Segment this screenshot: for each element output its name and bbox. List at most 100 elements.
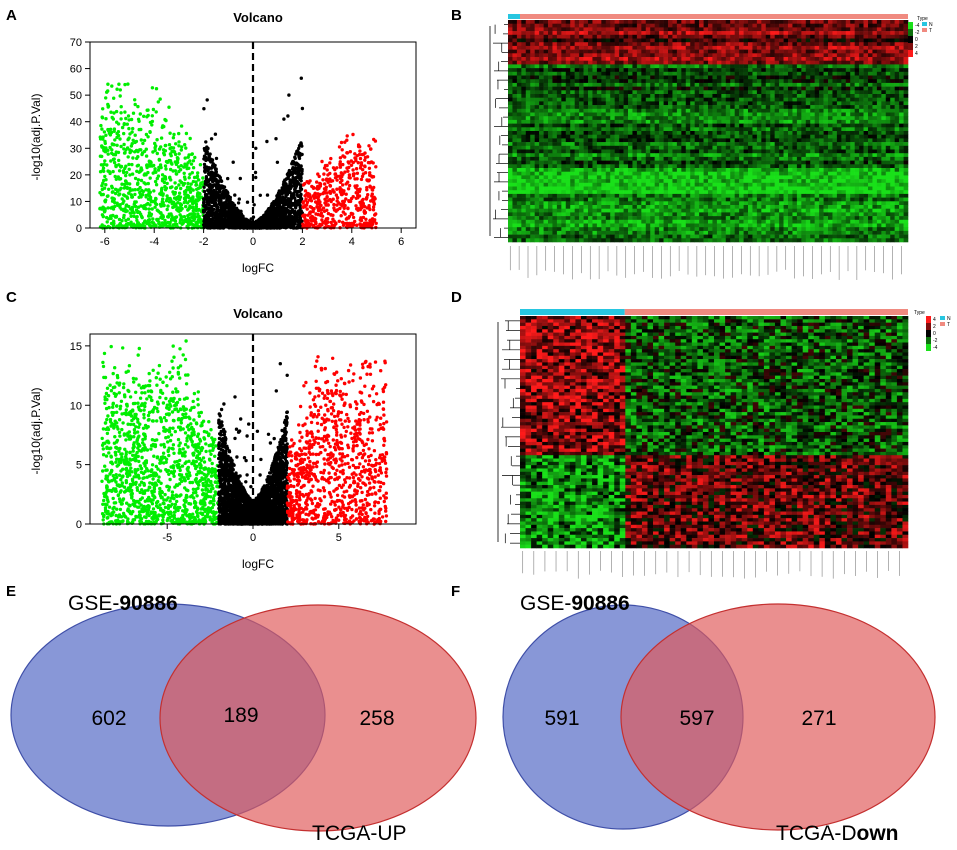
- volcano-a-point-down: [150, 213, 153, 216]
- volcano-a-point-up: [325, 195, 328, 198]
- volcano-c-point-down: [161, 519, 164, 522]
- volcano-c-point-down: [207, 434, 210, 437]
- volcano-a-point-down: [164, 144, 167, 147]
- volcano-a-point-not-significant: [254, 176, 257, 179]
- volcano-a-point-not-significant: [296, 175, 299, 178]
- volcano-c-point-down: [201, 512, 204, 515]
- volcano-a-point-down: [195, 203, 198, 206]
- volcano-a-point-up: [366, 179, 369, 182]
- volcano-a-point-not-significant: [299, 195, 302, 198]
- volcano-a-point-not-significant: [285, 215, 288, 218]
- volcano-c-point-down: [179, 469, 182, 472]
- volcano-a-points: [98, 77, 378, 230]
- volcano-a-point-not-significant: [270, 214, 273, 217]
- volcano-a-point-down: [115, 132, 118, 135]
- volcano-c-point-down: [174, 387, 177, 390]
- volcano-c-point-down: [115, 476, 118, 479]
- volcano-a-point-down: [167, 106, 170, 109]
- volcano-c-point-down: [155, 419, 158, 422]
- volcano-a-point-down: [110, 131, 113, 134]
- volcano-a-point-down: [121, 197, 124, 200]
- volcano-a-point-up: [372, 175, 375, 178]
- volcano-a-point-up: [341, 183, 344, 186]
- volcano-c-point-down: [104, 421, 107, 424]
- volcano-a-point-down: [119, 177, 122, 180]
- volcano-a-point-up: [350, 164, 353, 167]
- volcano-a-point-down: [142, 190, 145, 193]
- volcano-c-point-down: [155, 376, 158, 379]
- volcano-a-point-down: [150, 224, 153, 227]
- volcano-a-point-not-significant: [286, 197, 289, 200]
- volcano-a-point-not-significant: [204, 221, 207, 224]
- volcano-a-point-down: [143, 173, 146, 176]
- volcano-a-point-not-significant: [254, 147, 257, 150]
- volcano-a-point-down: [177, 170, 180, 173]
- volcano-a-point-down: [102, 179, 105, 182]
- volcano-c-point-down: [195, 477, 198, 480]
- volcano-c-point-down: [134, 483, 137, 486]
- volcano-c-point-down: [129, 466, 132, 469]
- volcano-a-point-down: [117, 151, 120, 154]
- volcano-a-point-down: [137, 196, 140, 199]
- volcano-a-point-down: [150, 200, 153, 203]
- volcano-a-point-down: [177, 144, 180, 147]
- volcano-a-point-down: [168, 226, 171, 229]
- volcano-a-point-not-significant: [219, 176, 222, 179]
- volcano-a-point-down: [159, 211, 162, 214]
- volcano-c-point-down: [120, 412, 123, 415]
- volcano-a-point-up: [329, 157, 332, 160]
- volcano-c-point-down: [102, 453, 105, 456]
- volcano-a-point-not-significant: [275, 202, 278, 205]
- volcano-a-point-not-significant: [228, 222, 231, 225]
- volcano-c-point-down: [171, 366, 174, 369]
- volcano-a-point-up: [355, 177, 358, 180]
- volcano-a-point-down: [122, 216, 125, 219]
- volcano-a-point-not-significant: [206, 98, 209, 101]
- volcano-a-point-down: [171, 169, 174, 172]
- volcano-a-point-down: [129, 221, 132, 224]
- volcano-a-point-down: [119, 94, 122, 97]
- volcano-a-point-down: [119, 187, 122, 190]
- volcano-c-point-down: [102, 442, 105, 445]
- volcano-a-point-not-significant: [300, 142, 303, 145]
- volcano-a-point-down: [139, 148, 142, 151]
- volcano-a-point-up: [341, 148, 344, 151]
- volcano-c-point-down: [140, 456, 143, 459]
- volcano-c-point-down: [148, 379, 151, 382]
- volcano-a-point-not-significant: [295, 161, 298, 164]
- volcano-c-point-down: [177, 463, 180, 466]
- volcano-a-point-down: [133, 203, 136, 206]
- volcano-c-point-down: [115, 411, 118, 414]
- volcano-a-point-not-significant: [270, 204, 273, 207]
- volcano-a-point-down: [99, 124, 102, 127]
- volcano-a-point-down: [184, 146, 187, 149]
- volcano-a-point-up: [351, 168, 354, 171]
- volcano-a-point-up: [345, 193, 348, 196]
- volcano-c-point-down: [204, 467, 207, 470]
- volcano-a-point-up: [325, 164, 328, 167]
- volcano-a-xtick-label: -6: [100, 236, 110, 248]
- volcano-a-point-down: [118, 169, 121, 172]
- volcano-a-point-down: [126, 123, 129, 126]
- volcano-c-point-down: [115, 458, 118, 461]
- volcano-a-point-up: [339, 156, 342, 159]
- volcano-a-point-down: [105, 216, 108, 219]
- volcano-a-xtick-label: 6: [398, 236, 404, 248]
- volcano-a-point-down: [179, 207, 182, 210]
- volcano-a-xtick-label: 4: [349, 236, 355, 248]
- volcano-a-point-up: [326, 221, 329, 224]
- volcano-a-point-down: [107, 152, 110, 155]
- volcano-c-point-down: [187, 477, 190, 480]
- volcano-c-point-down: [170, 360, 173, 363]
- volcano-a-point-down: [168, 147, 171, 150]
- volcano-a-point-not-significant: [232, 161, 235, 164]
- volcano-a-point-down: [199, 163, 202, 166]
- volcano-a-point-up: [321, 178, 324, 181]
- volcano-c-point-down: [110, 411, 113, 414]
- volcano-c-point-down: [134, 425, 137, 428]
- volcano-a-point-down: [148, 164, 151, 167]
- volcano-c-point-down: [186, 373, 189, 376]
- volcano-a-point-down: [132, 215, 135, 218]
- volcano-a-point-down: [119, 165, 122, 168]
- volcano-a-point-up: [363, 209, 366, 212]
